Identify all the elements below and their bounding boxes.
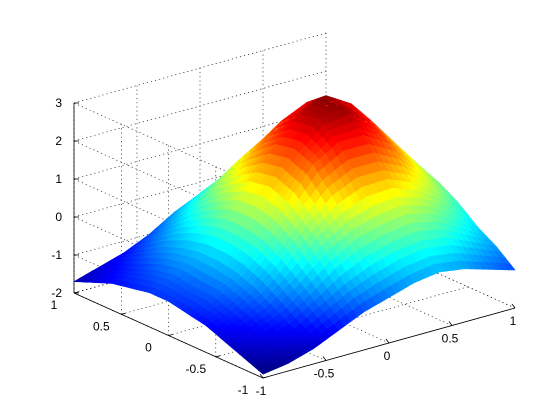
x-tick-mark <box>448 321 453 326</box>
x-tick-label: -0.5 <box>314 367 335 381</box>
y-tick-mark <box>215 355 220 358</box>
z-tick-label: -2 <box>51 286 62 300</box>
y-tick-mark <box>168 334 173 336</box>
y-tick-label: 0 <box>145 341 152 355</box>
x-tick-label: 1 <box>510 314 517 328</box>
surface-mesh <box>72 95 516 375</box>
x-tick-label: 0.5 <box>442 332 459 346</box>
y-tick-mark <box>121 312 126 315</box>
z-tick-label: 0 <box>55 210 62 224</box>
x-tick-mark <box>259 373 264 379</box>
y-tick-label: 1 <box>51 298 58 312</box>
y-tick-label: 0.5 <box>93 319 110 333</box>
grid-line-z-back <box>73 32 327 104</box>
grid-line-z-back <box>73 108 327 180</box>
z-tick-label: 3 <box>55 96 62 110</box>
y-tick-mark <box>262 376 268 379</box>
x-tick-label: -1 <box>256 384 267 398</box>
grid-line-z-back <box>73 70 327 142</box>
z-tick-label: 1 <box>55 172 62 186</box>
x-tick-mark <box>511 303 516 309</box>
surface-patch <box>503 263 516 271</box>
x-tick-mark <box>385 338 390 344</box>
grid-line-z-back <box>73 146 327 218</box>
z-tick-label: 2 <box>55 134 62 148</box>
y-tick-label: -0.5 <box>185 362 206 376</box>
y-tick-label: -1 <box>238 383 249 397</box>
x-tick-label: 0 <box>384 349 391 363</box>
x-tick-mark <box>322 356 327 361</box>
z-tick-label: -1 <box>51 248 62 262</box>
